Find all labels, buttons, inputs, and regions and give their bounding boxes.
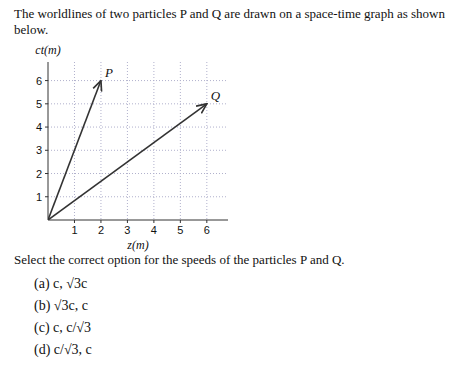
grid-line-x bbox=[127, 62, 128, 220]
grid-line-y bbox=[48, 80, 228, 81]
option: (d) c/√3, c bbox=[34, 342, 92, 358]
tick-label-y: 3 bbox=[36, 144, 42, 156]
grid-line-y bbox=[48, 103, 228, 104]
tick-label-x: 1 bbox=[71, 224, 77, 236]
tick-label-x: 2 bbox=[98, 224, 104, 236]
grid-line-y bbox=[48, 173, 228, 174]
grid bbox=[48, 62, 228, 220]
question: Select the correct option for the speeds… bbox=[14, 252, 345, 268]
grid-line-x bbox=[74, 62, 75, 220]
option: (b) √3c, c bbox=[34, 298, 88, 314]
tick-label-x: 4 bbox=[151, 224, 157, 236]
grid-line-x bbox=[100, 62, 101, 220]
tick-label-x: 5 bbox=[177, 224, 183, 236]
title: The worldlines of two particles P and Q … bbox=[14, 6, 456, 38]
grid-line-y bbox=[48, 127, 228, 128]
chart: 1 2 3 4 5 6 1 2 3 4 5 6 z(m) ct(m) P Q bbox=[0, 42, 470, 252]
series-label: P bbox=[104, 65, 113, 80]
option: (a) c, √3c bbox=[34, 276, 87, 292]
page: The worldlines of two particles P and Q … bbox=[0, 0, 470, 381]
worldline bbox=[48, 104, 207, 220]
y-axis bbox=[48, 62, 49, 220]
lines bbox=[48, 81, 207, 220]
x-axis-label: z(m) bbox=[126, 238, 148, 252]
tick-label-x: 6 bbox=[204, 224, 210, 236]
worldline bbox=[48, 81, 101, 220]
y-axis-label: ct(m) bbox=[35, 43, 60, 57]
tick-label-y: 5 bbox=[36, 98, 42, 110]
tick-label-x: 3 bbox=[124, 224, 130, 236]
tick-label-y: 4 bbox=[36, 121, 42, 133]
x-axis bbox=[48, 220, 228, 221]
option: (c) c, c/√3 bbox=[34, 320, 91, 336]
series-label: Q bbox=[211, 88, 221, 103]
tick-label-y: 2 bbox=[36, 168, 42, 180]
tick-label-y: 1 bbox=[36, 191, 42, 203]
tick-label-y: 6 bbox=[36, 75, 42, 87]
grid-line-y bbox=[48, 196, 228, 197]
